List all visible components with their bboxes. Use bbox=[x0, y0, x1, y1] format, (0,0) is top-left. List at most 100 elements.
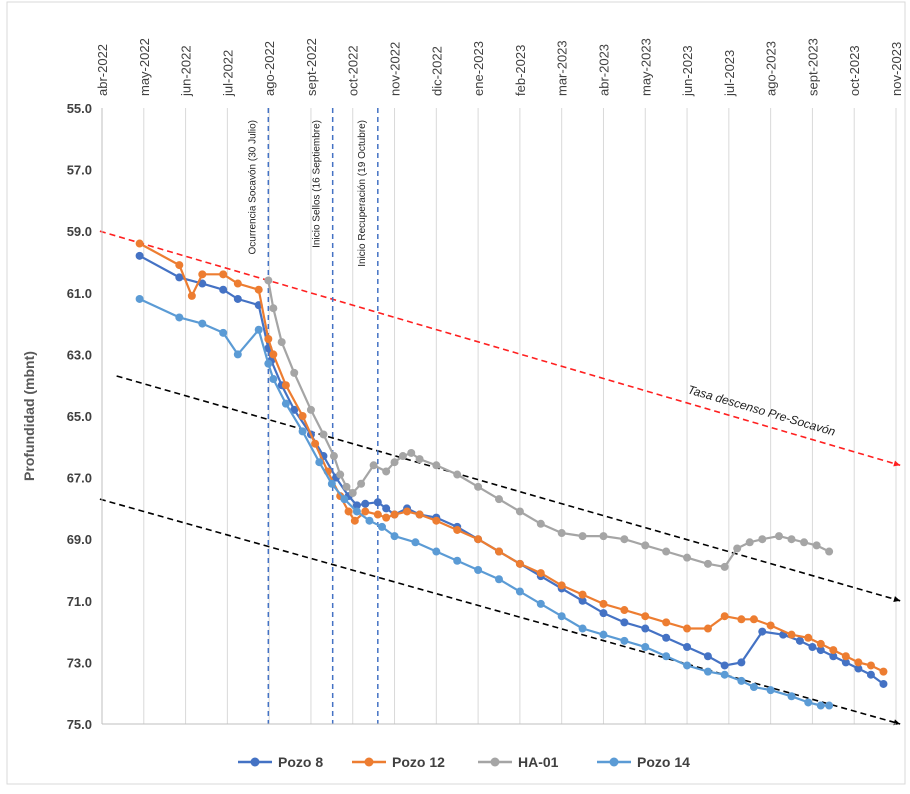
data-point bbox=[298, 427, 307, 436]
data-point bbox=[599, 599, 608, 608]
data-point bbox=[737, 658, 746, 667]
data-point bbox=[662, 633, 671, 642]
data-point bbox=[187, 291, 196, 300]
data-point bbox=[795, 636, 804, 645]
y-tick-label: 69.0 bbox=[67, 532, 92, 547]
x-tick-label: jun-2023 bbox=[680, 45, 695, 97]
x-tick-label: sept-2022 bbox=[304, 38, 319, 96]
trend-line bbox=[99, 498, 901, 725]
event-label: Inicio Recuperación (19 Octubre) bbox=[357, 120, 368, 267]
trend-arrowhead bbox=[893, 460, 901, 467]
data-point bbox=[557, 612, 566, 621]
data-point bbox=[432, 516, 441, 525]
data-point bbox=[866, 670, 875, 679]
legend-swatch-marker bbox=[490, 757, 500, 767]
data-point bbox=[361, 499, 370, 508]
data-point bbox=[377, 522, 386, 531]
data-point bbox=[264, 276, 273, 285]
data-point bbox=[578, 624, 587, 633]
data-point bbox=[290, 368, 299, 377]
data-point bbox=[683, 643, 692, 651]
data-point bbox=[745, 538, 754, 547]
data-point bbox=[557, 529, 566, 538]
data-point bbox=[135, 239, 144, 248]
y-tick-label: 75.0 bbox=[67, 717, 92, 732]
data-point bbox=[175, 261, 184, 270]
data-point bbox=[361, 507, 370, 516]
y-tick-label: 57.0 bbox=[67, 163, 92, 178]
y-tick-label: 73.0 bbox=[67, 655, 92, 670]
x-tick-label: abr-2023 bbox=[596, 44, 611, 96]
data-point bbox=[390, 510, 399, 519]
data-point bbox=[348, 489, 357, 497]
data-point bbox=[578, 532, 587, 541]
data-point bbox=[219, 270, 228, 279]
data-point bbox=[841, 658, 850, 667]
data-point bbox=[264, 335, 273, 343]
legend: Pozo 8 Pozo 12 HA-01 Pozo 14 bbox=[238, 754, 690, 770]
legend-label: Pozo 8 bbox=[278, 754, 323, 770]
data-point bbox=[641, 612, 650, 621]
data-point bbox=[536, 569, 545, 578]
data-point bbox=[311, 439, 320, 448]
data-point bbox=[854, 664, 863, 673]
data-point bbox=[403, 507, 412, 516]
x-tick-label: nov-2022 bbox=[388, 42, 403, 96]
data-point bbox=[365, 516, 374, 525]
data-point bbox=[620, 535, 629, 544]
data-point bbox=[599, 630, 608, 639]
data-point bbox=[578, 596, 587, 605]
data-point bbox=[737, 676, 746, 685]
data-point bbox=[620, 636, 629, 645]
data-point bbox=[620, 618, 629, 627]
data-point bbox=[411, 538, 420, 547]
data-point bbox=[269, 350, 278, 359]
data-point bbox=[703, 624, 712, 633]
data-point bbox=[269, 304, 278, 313]
data-point bbox=[233, 294, 242, 303]
data-point bbox=[662, 547, 671, 556]
x-tick-label: sept-2023 bbox=[805, 38, 820, 96]
data-point bbox=[816, 701, 825, 710]
data-point bbox=[342, 482, 351, 491]
data-point bbox=[825, 547, 834, 556]
data-point bbox=[373, 510, 382, 519]
data-point bbox=[808, 643, 817, 651]
data-point bbox=[854, 658, 863, 667]
data-point bbox=[557, 581, 566, 590]
data-point bbox=[812, 541, 821, 550]
data-point bbox=[369, 461, 378, 470]
data-point bbox=[219, 328, 228, 337]
x-tick-label: oct-2022 bbox=[346, 45, 361, 96]
data-point bbox=[373, 498, 382, 507]
data-point bbox=[398, 452, 407, 461]
data-point bbox=[703, 652, 712, 661]
data-point bbox=[453, 525, 462, 534]
data-point bbox=[198, 270, 207, 279]
data-point bbox=[720, 562, 729, 571]
x-tick-label: jul-2023 bbox=[722, 50, 737, 97]
data-point bbox=[350, 516, 359, 525]
x-tick-label: dic-2022 bbox=[429, 46, 444, 96]
event-layer: Ocurrencia Socavón (30 Julio) Inicio Sell… bbox=[247, 108, 379, 724]
data-point bbox=[720, 661, 729, 670]
data-point bbox=[495, 495, 503, 504]
data-point bbox=[474, 482, 483, 491]
data-point bbox=[703, 667, 712, 676]
x-tick-label: feb-2023 bbox=[513, 45, 528, 96]
data-point bbox=[816, 646, 825, 655]
y-axis-title: Profundidad (mbnt) bbox=[21, 351, 37, 481]
data-point bbox=[879, 667, 888, 676]
data-point bbox=[737, 615, 746, 624]
data-point bbox=[453, 470, 462, 479]
data-point bbox=[390, 458, 399, 467]
data-point bbox=[683, 661, 692, 670]
data-point bbox=[432, 461, 441, 470]
data-point bbox=[641, 624, 650, 633]
data-point bbox=[135, 294, 144, 303]
x-tick-label: ago-2023 bbox=[764, 41, 779, 96]
data-point bbox=[233, 350, 242, 359]
data-point bbox=[829, 646, 838, 655]
